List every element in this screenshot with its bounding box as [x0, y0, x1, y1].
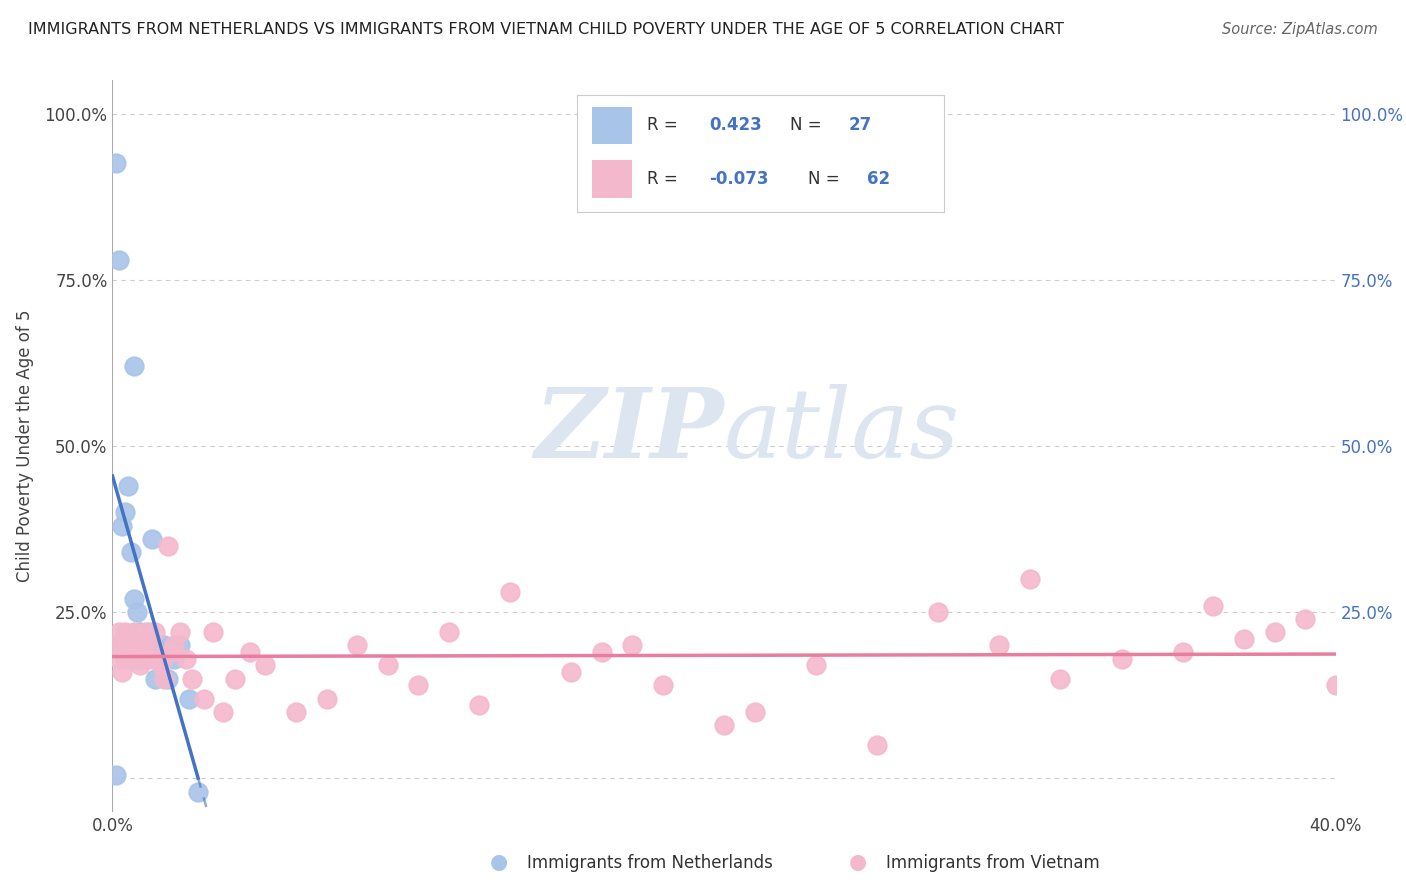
- Point: [111, 639, 134, 653]
- Text: Immigrants from Netherlands: Immigrants from Netherlands: [527, 855, 773, 872]
- Point: [120, 545, 142, 559]
- Text: ●: ●: [849, 853, 866, 872]
- Point: [120, 639, 142, 653]
- Point: [1171, 645, 1194, 659]
- Point: [408, 678, 430, 692]
- Point: [132, 652, 155, 666]
- Point: [114, 652, 136, 666]
- Text: ●: ●: [491, 853, 508, 872]
- Point: [129, 658, 152, 673]
- Point: [122, 625, 145, 640]
- Point: [122, 639, 145, 653]
- Point: [254, 658, 277, 673]
- Point: [927, 605, 949, 619]
- Text: ZIP: ZIP: [534, 384, 724, 478]
- Point: [150, 652, 173, 666]
- Point: [114, 625, 136, 640]
- Point: [141, 639, 163, 653]
- Point: [560, 665, 582, 679]
- Point: [169, 625, 191, 640]
- Point: [1264, 625, 1286, 640]
- Point: [107, 252, 129, 267]
- Point: [713, 718, 735, 732]
- Point: [169, 639, 191, 653]
- Point: [284, 705, 308, 719]
- Point: [866, 738, 889, 752]
- Text: atlas: atlas: [724, 384, 960, 478]
- Point: [315, 691, 337, 706]
- Y-axis label: Child Poverty Under the Age of 5: Child Poverty Under the Age of 5: [15, 310, 34, 582]
- Point: [114, 506, 136, 520]
- Point: [988, 639, 1011, 653]
- Point: [211, 705, 233, 719]
- Point: [1324, 678, 1347, 692]
- Point: [117, 645, 139, 659]
- Point: [135, 625, 157, 640]
- Point: [156, 672, 179, 686]
- Point: [1233, 632, 1256, 646]
- Point: [132, 639, 155, 653]
- Point: [153, 639, 176, 653]
- Point: [125, 605, 148, 619]
- Point: [138, 625, 160, 640]
- Point: [224, 672, 246, 686]
- Point: [117, 479, 139, 493]
- Point: [181, 672, 204, 686]
- Point: [1294, 612, 1316, 626]
- Point: [143, 672, 166, 686]
- Point: [125, 652, 148, 666]
- Point: [174, 652, 197, 666]
- Point: [1111, 652, 1133, 666]
- Point: [120, 652, 142, 666]
- Point: [120, 652, 142, 666]
- Point: [150, 658, 173, 673]
- Point: [129, 639, 152, 653]
- Point: [1202, 599, 1225, 613]
- Point: [591, 645, 613, 659]
- Point: [202, 625, 225, 640]
- Point: [129, 625, 152, 640]
- Point: [107, 652, 129, 666]
- Point: [437, 625, 460, 640]
- Point: [804, 658, 827, 673]
- Point: [117, 639, 139, 653]
- Point: [141, 532, 163, 546]
- Point: [143, 625, 166, 640]
- Point: [744, 705, 766, 719]
- Point: [163, 639, 186, 653]
- Point: [148, 652, 170, 666]
- Point: [104, 156, 127, 170]
- Text: IMMIGRANTS FROM NETHERLANDS VS IMMIGRANTS FROM VIETNAM CHILD POVERTY UNDER THE A: IMMIGRANTS FROM NETHERLANDS VS IMMIGRANT…: [28, 22, 1064, 37]
- Text: Immigrants from Vietnam: Immigrants from Vietnam: [886, 855, 1099, 872]
- Point: [159, 645, 181, 659]
- Point: [621, 639, 644, 653]
- Point: [193, 691, 215, 706]
- Point: [122, 359, 145, 374]
- Point: [1049, 672, 1071, 686]
- Point: [107, 625, 129, 640]
- Point: [148, 639, 170, 653]
- Point: [122, 591, 145, 606]
- Point: [153, 672, 176, 686]
- Point: [104, 639, 127, 653]
- Point: [138, 652, 160, 666]
- Point: [156, 539, 179, 553]
- Point: [117, 639, 139, 653]
- Point: [377, 658, 399, 673]
- Point: [104, 768, 127, 782]
- Point: [499, 585, 522, 599]
- Point: [177, 691, 200, 706]
- Point: [163, 652, 186, 666]
- Point: [1018, 572, 1040, 586]
- Text: Source: ZipAtlas.com: Source: ZipAtlas.com: [1222, 22, 1378, 37]
- Point: [468, 698, 491, 713]
- Point: [135, 652, 157, 666]
- Point: [111, 665, 134, 679]
- Point: [187, 785, 209, 799]
- Point: [346, 639, 368, 653]
- Point: [239, 645, 262, 659]
- Point: [111, 518, 134, 533]
- Point: [652, 678, 675, 692]
